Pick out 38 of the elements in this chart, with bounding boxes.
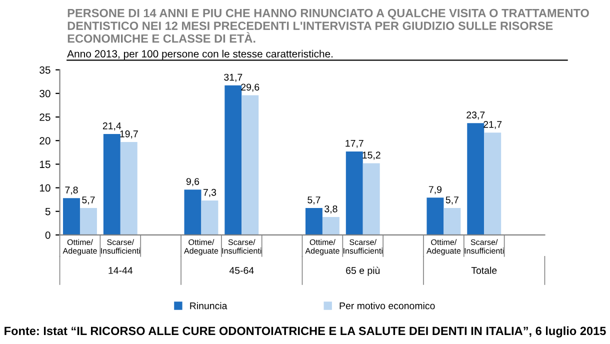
text: 45-64: [229, 267, 254, 274]
x-tick-label: Ottime/ Adeguate: [62, 239, 97, 256]
legend-label: Rinuncia: [190, 302, 228, 310]
chart-subtitle: Anno 2013, per 100 persone con le stesse caratteristiche.: [67, 50, 333, 60]
text: 14-44: [108, 267, 133, 274]
data-label: 17,7: [346, 140, 364, 148]
y-tick-label: 10: [40, 184, 50, 192]
source-note: Fonte: Istat “IL RICORSO ALLE CURE ODONTOIATRICHE E LA SALUTE DEI DENTI IN ITALIA”, 6 luglio 2015: [4, 326, 606, 338]
data-label: 7,3: [203, 188, 216, 197]
y-tick-label: 25: [40, 114, 50, 121]
data-label: 7,8: [65, 186, 78, 195]
x-tick-label: Ottime/ Adeguate: [426, 239, 461, 256]
data-label: 7,9: [428, 186, 442, 194]
data-label: 5,7: [82, 196, 95, 205]
y-tick-label: 20: [40, 137, 50, 144]
data-label: 23,7: [466, 112, 485, 120]
x-tick-label: Ottime/ Adeguate: [305, 239, 340, 256]
data-label: 3,8: [324, 205, 338, 214]
y-tick-label: 5: [45, 208, 50, 216]
legend-label: Per motivo economico: [340, 302, 435, 310]
x-tick-label: Scarse/ Insufficienti: [101, 239, 140, 254]
x-tick-label: Scarse/ Insufficienti: [222, 239, 262, 254]
y-tick-label: 15: [40, 160, 50, 168]
chart-title: PERSONE DI 14 ANNI E PIU CHE HANNO RINUNCIATO A QUALCHE VISITA O TRATTAMENTO DENTISTICO NEI 12 MESI PRECEDENTI L'INTERVISTA PER GIUDIZIO SULLE RISORSE ECONOMICHE E CLASSE DI ETÀ.: [68, 8, 589, 43]
data-label: 5,7: [446, 196, 458, 205]
text: Totale: [471, 266, 497, 274]
x-tick-label: Scarse/ Insufficienti: [464, 239, 504, 254]
data-label: 5,7: [308, 196, 320, 205]
y-tick-label: 30: [40, 90, 50, 98]
text: 65 e più: [346, 266, 380, 276]
x-tick-label: Ottime/ Adeguate: [184, 239, 218, 256]
y-tick-label: 0: [45, 231, 50, 239]
data-label: 9,6: [186, 178, 200, 186]
data-label: 31,7: [224, 74, 242, 82]
data-label: 19,7: [120, 130, 138, 138]
data-label: 21,4: [102, 122, 122, 130]
x-tick-label: Scarse/ Insufficienti: [344, 239, 382, 254]
y-tick-label: 35: [40, 66, 50, 74]
